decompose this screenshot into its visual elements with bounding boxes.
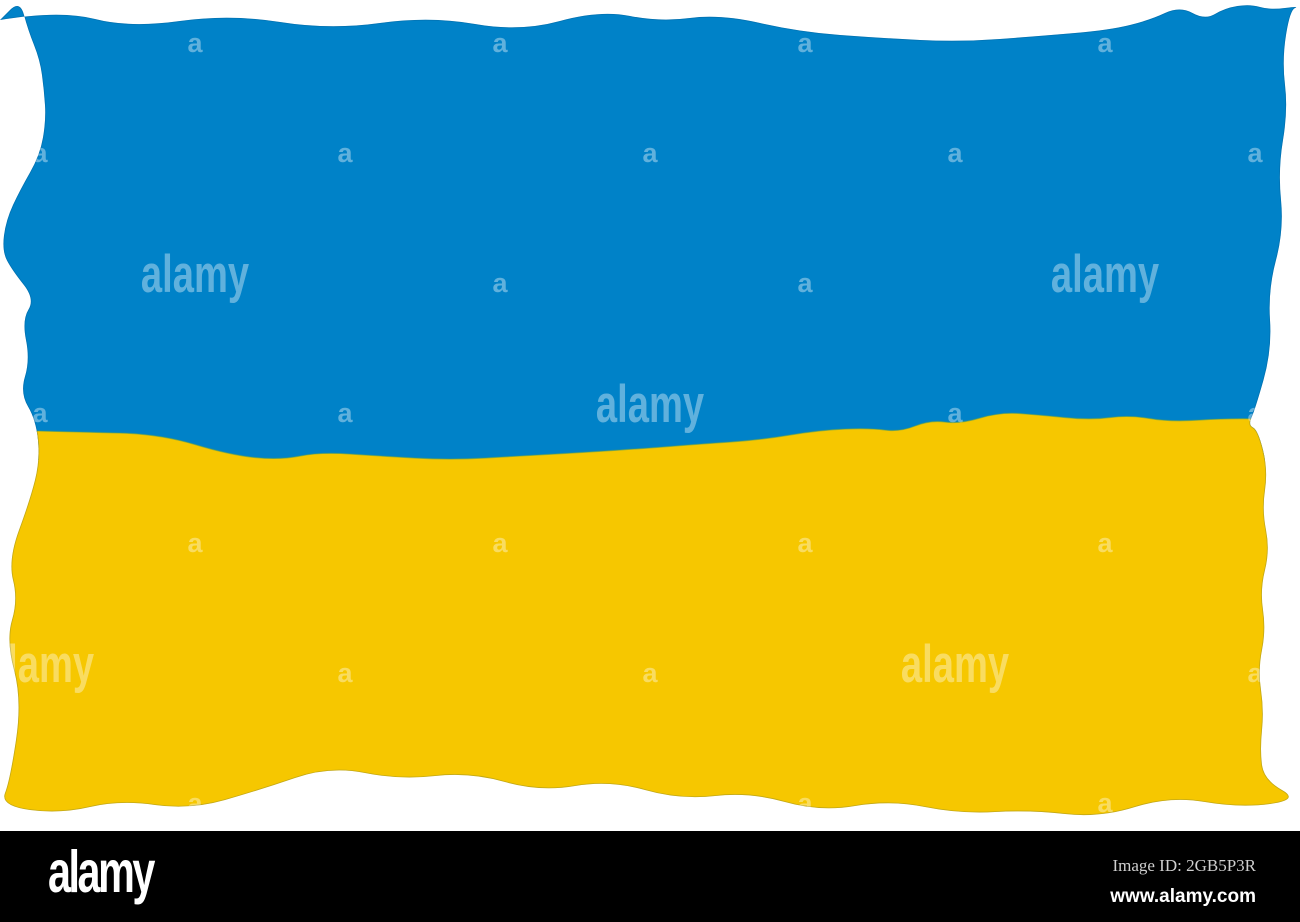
svg-text:a: a — [492, 788, 508, 818]
svg-text:a: a — [797, 528, 813, 558]
svg-text:a: a — [947, 138, 963, 168]
svg-text:a: a — [337, 398, 353, 428]
svg-text:a: a — [642, 658, 658, 688]
svg-text:a: a — [187, 28, 203, 58]
svg-text:a: a — [797, 788, 813, 818]
svg-text:alamy: alamy — [596, 374, 704, 434]
svg-text:a: a — [797, 268, 813, 298]
svg-text:alamy: alamy — [901, 634, 1009, 694]
svg-text:a: a — [337, 658, 353, 688]
svg-text:alamy: alamy — [0, 634, 94, 694]
svg-text:a: a — [187, 788, 203, 818]
svg-text:a: a — [32, 398, 48, 428]
svg-text:alamy: alamy — [1051, 244, 1159, 304]
svg-text:a: a — [492, 528, 508, 558]
svg-text:a: a — [492, 28, 508, 58]
svg-text:a: a — [337, 138, 353, 168]
svg-text:a: a — [492, 268, 508, 298]
svg-text:a: a — [642, 138, 658, 168]
svg-text:a: a — [187, 528, 203, 558]
svg-text:a: a — [1097, 528, 1113, 558]
svg-text:a: a — [1097, 28, 1113, 58]
svg-text:a: a — [1247, 138, 1263, 168]
svg-text:alamy: alamy — [141, 244, 249, 304]
svg-text:a: a — [947, 398, 963, 428]
svg-text:a: a — [1247, 658, 1263, 688]
